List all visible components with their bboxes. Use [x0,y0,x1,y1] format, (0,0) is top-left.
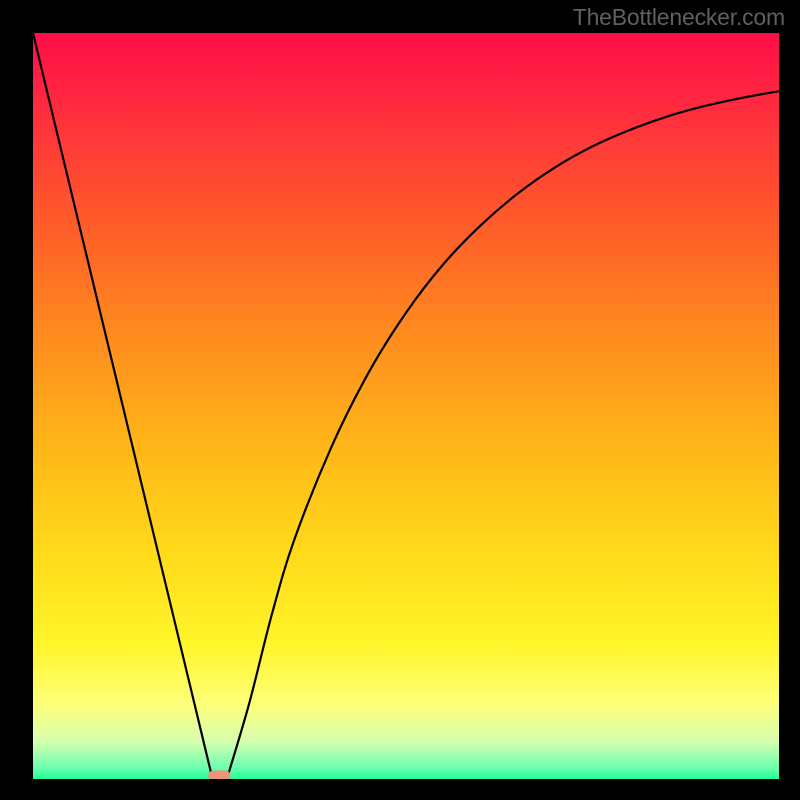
gradient-background [33,33,779,779]
chart-frame: TheBottlenecker.com [0,0,800,800]
minimum-marker [208,770,230,779]
plot-area [33,33,779,779]
watermark-text: TheBottlenecker.com [573,4,785,31]
